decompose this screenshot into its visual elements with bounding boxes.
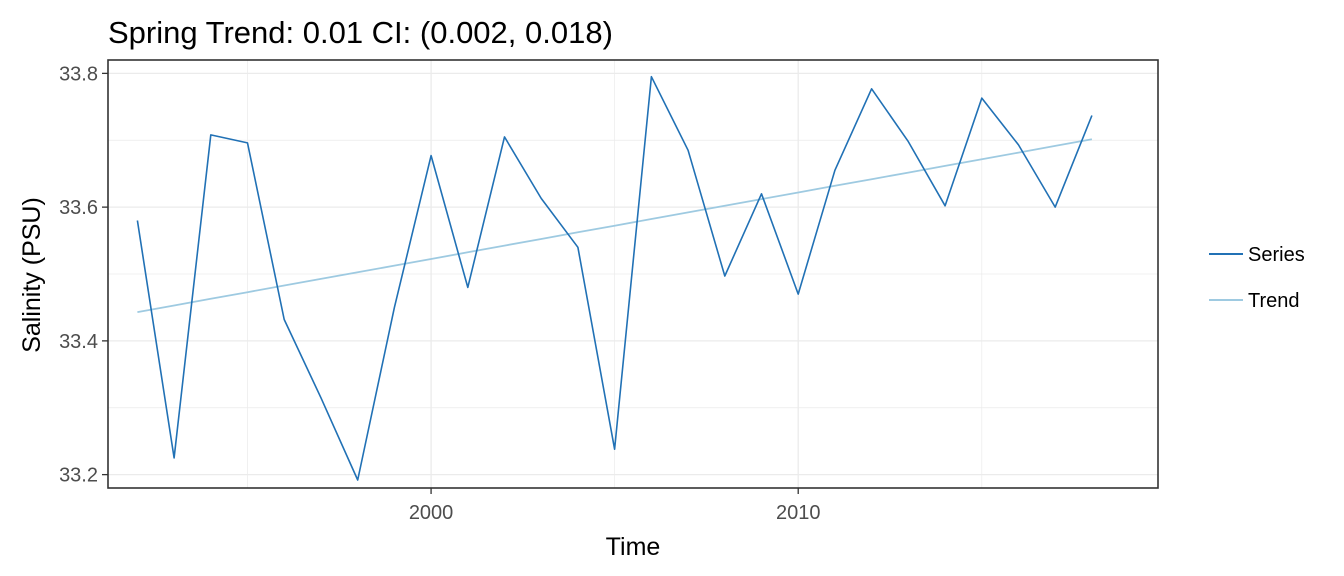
legend-label-trend: Trend (1248, 290, 1300, 312)
y-tick-label: 33.8 (59, 63, 98, 85)
chart-title: Spring Trend: 0.01 CI: (0.002, 0.018) (108, 15, 613, 50)
y-tick-label: 33.6 (59, 197, 98, 219)
x-axis-title: Time (606, 533, 661, 561)
y-axis-title: Salinity (PSU) (18, 197, 46, 353)
x-tick-label: 2000 (409, 502, 454, 524)
grid (108, 60, 1158, 488)
legend-label-series: Series (1248, 244, 1305, 266)
series-line-series (136, 75, 1093, 481)
series-line-trend (137, 138, 1093, 313)
series-layer (136, 75, 1093, 481)
x-tick-label: 2010 (776, 502, 821, 524)
panel-border (107, 59, 1159, 489)
y-tick-label: 33.4 (59, 331, 98, 353)
y-axis: 33.2 33.4 33.6 33.8 (59, 63, 108, 487)
y-tick-label: 33.2 (59, 465, 98, 487)
x-axis: 2000 2010 (409, 488, 821, 524)
legend: Series Trend (1209, 244, 1305, 312)
